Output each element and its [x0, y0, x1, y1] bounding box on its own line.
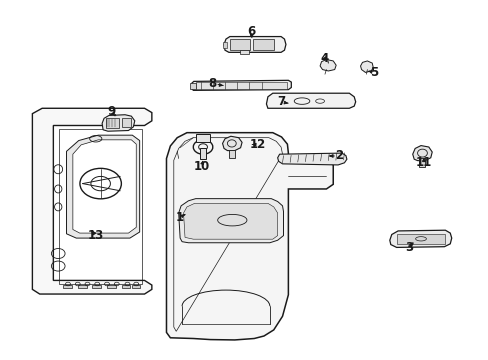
Text: 13: 13: [87, 229, 103, 242]
Bar: [229, 40, 250, 50]
Bar: [195, 134, 210, 142]
Bar: [239, 50, 249, 54]
Bar: [92, 285, 101, 288]
Polygon shape: [183, 203, 277, 239]
Text: 3: 3: [405, 241, 412, 254]
Bar: [199, 148, 206, 159]
Bar: [396, 234, 445, 244]
Bar: [122, 118, 131, 127]
Polygon shape: [66, 135, 140, 238]
Bar: [78, 285, 86, 288]
Text: 12: 12: [249, 138, 266, 151]
Text: 8: 8: [208, 77, 217, 90]
Polygon shape: [277, 153, 346, 165]
Text: 4: 4: [320, 51, 328, 64]
Polygon shape: [102, 115, 135, 131]
Bar: [107, 285, 116, 288]
Polygon shape: [32, 108, 152, 294]
Text: 5: 5: [369, 66, 377, 79]
Bar: [105, 118, 119, 128]
Bar: [253, 40, 273, 50]
Bar: [222, 42, 227, 48]
Text: 7: 7: [276, 95, 285, 108]
Text: 10: 10: [193, 160, 209, 173]
Polygon shape: [178, 199, 283, 243]
Bar: [228, 149, 234, 158]
Polygon shape: [191, 80, 291, 90]
Bar: [122, 285, 130, 288]
Bar: [195, 82, 287, 89]
Polygon shape: [266, 93, 355, 108]
Polygon shape: [73, 140, 136, 233]
Text: 1: 1: [176, 211, 184, 224]
Polygon shape: [412, 145, 431, 161]
Polygon shape: [320, 59, 335, 71]
Bar: [189, 83, 195, 89]
Text: 2: 2: [335, 149, 343, 162]
Text: 6: 6: [247, 25, 255, 38]
Text: 11: 11: [415, 156, 431, 169]
Polygon shape: [389, 230, 451, 247]
Polygon shape: [224, 37, 285, 52]
Text: 9: 9: [107, 105, 116, 118]
Polygon shape: [222, 136, 242, 150]
Bar: [132, 285, 140, 288]
Bar: [418, 158, 424, 167]
Bar: [63, 285, 72, 288]
Polygon shape: [360, 61, 372, 72]
Polygon shape: [166, 133, 332, 340]
